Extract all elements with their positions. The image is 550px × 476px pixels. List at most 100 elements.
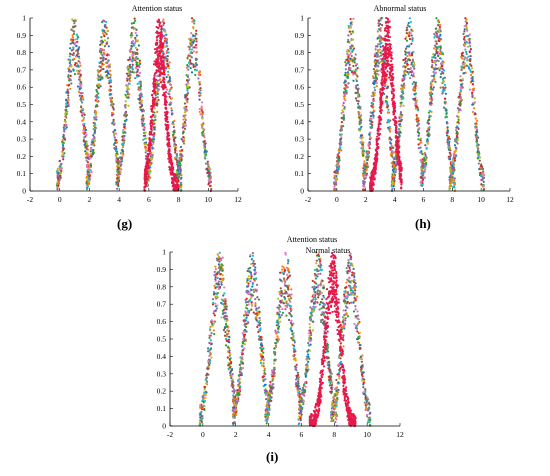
data-point [131,66,133,68]
data-point [415,92,417,94]
data-point [67,67,69,69]
data-point [435,28,437,30]
data-point [368,133,370,135]
data-point [191,17,193,19]
data-point [395,132,397,134]
data-point [87,161,89,163]
data-point [93,136,95,138]
data-point [128,93,130,95]
data-point [420,168,422,170]
data-point [168,145,170,147]
data-point [173,174,175,176]
data-point [398,128,400,130]
data-point [338,155,340,157]
data-point [139,59,141,61]
data-point [181,149,183,151]
data-point [374,53,376,55]
data-point [209,178,211,180]
data-point [441,63,443,65]
y-tick-label: 0.5 [17,100,27,109]
data-point [126,80,128,82]
data-point [387,111,389,113]
data-point [339,138,341,140]
data-point [379,28,381,30]
data-point [463,38,465,40]
data-point [88,164,90,166]
data-point [209,181,211,183]
data-point [191,71,193,73]
data-point [347,56,349,58]
data-point [393,168,395,170]
data-point [345,84,347,86]
data-point [470,55,472,57]
data-point [78,72,80,74]
data-point [370,127,372,129]
data-point [167,143,169,145]
data-point [138,66,140,68]
data-point [173,178,175,180]
data-point [130,36,132,38]
data-point [397,157,399,159]
data-point [57,176,59,178]
data-point [153,74,155,76]
data-point [407,68,409,70]
data-point [185,110,187,112]
data-point [347,51,349,53]
data-point [362,143,364,145]
data-point [404,66,406,68]
data-point [158,70,160,72]
data-point [457,117,459,119]
data-point [166,44,168,46]
data-point [73,52,75,54]
data-point [162,42,164,44]
data-point [363,178,365,180]
data-point [122,129,124,131]
data-point [347,49,349,51]
data-point [402,97,404,99]
data-point [171,174,173,176]
data-point [474,101,476,103]
data-point [415,106,417,108]
data-point [431,84,433,86]
data-point [129,80,131,82]
data-point [335,172,337,174]
data-point [166,113,168,115]
data-point [391,68,393,70]
data-point [199,87,201,89]
data-point [435,31,437,33]
data-point [399,123,401,125]
data-point [63,152,65,154]
data-point [478,162,480,164]
data-point [391,66,393,68]
data-point [187,86,189,88]
data-point [461,54,463,56]
data-point [413,81,415,83]
data-point [135,47,137,49]
data-point [188,55,190,57]
data-point [432,89,434,91]
x-tick-label: 10 [205,195,213,204]
data-point [333,186,335,188]
data-point [363,170,365,172]
data-point [186,64,188,66]
data-point [453,153,455,155]
data-point [336,157,338,159]
data-point [113,144,115,146]
data-point [135,67,137,69]
data-point [103,35,105,37]
data-point [188,78,190,80]
data-point [56,188,58,190]
data-point [74,64,76,66]
data-point [101,54,103,56]
data-point [465,20,467,22]
data-point [133,22,135,24]
data-point [402,59,404,61]
data-point [466,41,468,43]
data-point [346,63,348,65]
data-point [417,117,419,119]
data-point [72,36,74,38]
data-point [440,45,442,47]
data-point [404,62,406,64]
data-point [344,106,346,108]
data-point [469,88,471,90]
